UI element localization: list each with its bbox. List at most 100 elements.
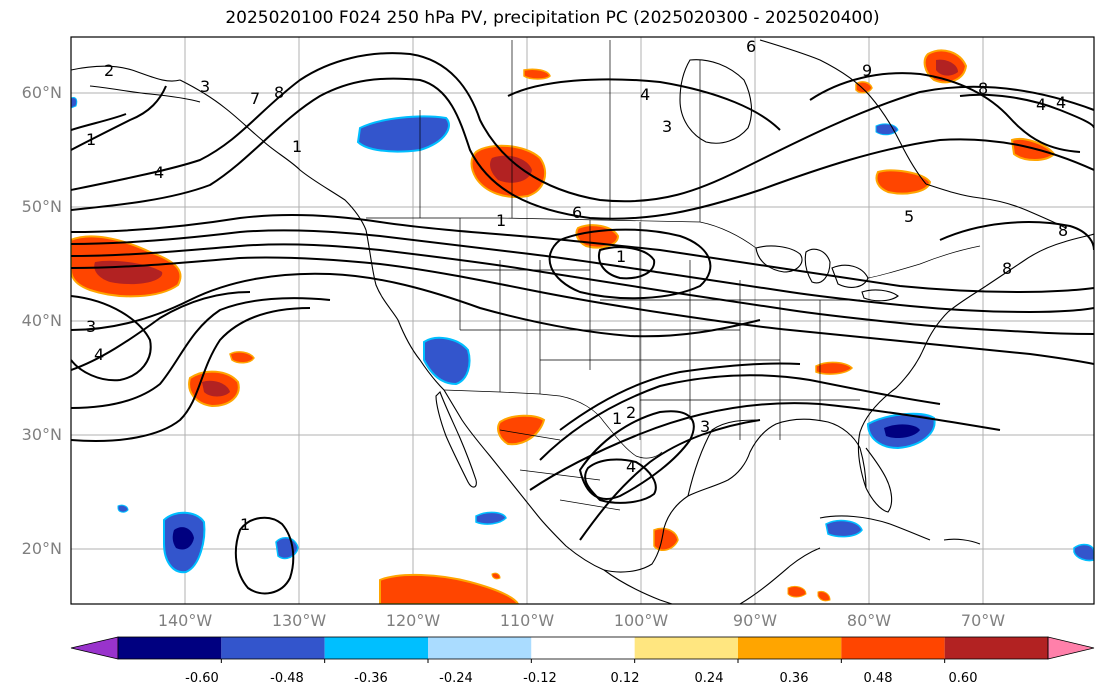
contour-label: 8 <box>1002 259 1012 278</box>
precip-positive-region <box>497 414 546 446</box>
contour-label: 4 <box>1056 93 1066 112</box>
lon-label: 80°W <box>847 611 891 630</box>
contour-label: 3 <box>700 417 710 436</box>
pv-contour <box>559 362 801 431</box>
us-canada-border <box>867 245 981 279</box>
pv-contour <box>71 307 311 443</box>
precip-positive-region <box>815 361 854 375</box>
lon-label: 70°W <box>961 611 1005 630</box>
coastline <box>739 547 821 604</box>
pv-contour <box>809 72 1081 153</box>
lon-label: 140°W <box>158 611 213 630</box>
pv-contour <box>507 78 781 131</box>
pv-contour <box>234 516 295 595</box>
contour-label: 1 <box>86 130 96 149</box>
coastline <box>71 65 181 82</box>
precip-negative-region <box>71 97 78 109</box>
contour-label: 9 <box>862 61 872 80</box>
coastline <box>603 569 673 604</box>
coastline <box>603 418 867 573</box>
pv-contour <box>71 229 1094 314</box>
coastline <box>365 229 605 571</box>
precip-negative-core <box>172 527 194 550</box>
pv-contour <box>71 243 1094 335</box>
pv-contour <box>598 246 656 280</box>
contour-label: 8 <box>978 79 988 98</box>
precip-negative-region <box>423 336 471 386</box>
lat-label: 40°N <box>22 311 62 330</box>
coastline <box>985 233 1094 287</box>
precip-negative-region <box>875 123 899 136</box>
pv-contour <box>71 291 251 371</box>
pv-contour <box>71 52 1094 203</box>
contour-label: 4 <box>94 345 104 364</box>
coastline <box>865 447 893 513</box>
pv-contour <box>71 256 1094 365</box>
lat-label: 20°N <box>22 539 62 558</box>
contour-label: 3 <box>662 117 672 136</box>
precip-positive-region <box>523 68 551 80</box>
coastline <box>679 59 753 144</box>
contour-label: 8 <box>1058 221 1068 240</box>
contour-label: 5 <box>904 207 914 226</box>
coastline <box>435 391 477 488</box>
pv-contour <box>548 228 712 300</box>
coastline <box>925 183 1067 229</box>
precip-positive-core <box>202 380 230 397</box>
lon-label: 90°W <box>733 611 777 630</box>
coastline <box>819 515 931 541</box>
us-canada-border <box>366 217 757 249</box>
contour-label: 8 <box>274 83 284 102</box>
precip-positive-region <box>855 81 873 94</box>
pv-contour <box>529 402 1001 491</box>
contour-label: 6 <box>746 37 756 56</box>
contour-label: 1 <box>496 211 506 230</box>
precip-positive-region <box>229 351 255 364</box>
lon-label: 100°W <box>614 611 669 630</box>
contour-label: 6 <box>572 203 582 222</box>
contour-label: 4 <box>1036 95 1046 114</box>
precip-positive-region <box>787 585 807 598</box>
pv-contour <box>71 214 1094 294</box>
pv-contour <box>71 77 1094 220</box>
latitude-labels: 60°N 50°N 40°N 30°N 20°N <box>22 83 62 558</box>
contour-label: 4 <box>640 85 650 104</box>
lake <box>804 248 831 284</box>
pv-contour <box>71 85 167 151</box>
pv-contour <box>71 272 761 338</box>
contour-label: 3 <box>200 77 210 96</box>
contour-label: 1 <box>616 247 626 266</box>
contour-label: 2 <box>626 403 636 422</box>
pv-contour <box>959 93 1094 129</box>
map-frame <box>70 36 1095 605</box>
lake <box>755 245 803 273</box>
coastline <box>943 538 981 545</box>
lat-label: 50°N <box>22 197 62 216</box>
coastline <box>759 39 927 185</box>
contour-label: 1 <box>292 137 302 156</box>
lon-label: 130°W <box>272 611 327 630</box>
pv-contour <box>71 113 127 131</box>
longitude-labels: 140°W 130°W 120°W 110°W 100°W 90°W 80°W … <box>158 611 1005 630</box>
lat-label: 30°N <box>22 425 62 444</box>
precip-negative-region <box>117 504 129 513</box>
precip-negative-core <box>884 424 920 438</box>
canada-provinces <box>419 40 701 222</box>
mexico-states <box>499 429 621 511</box>
contour-label: 1 <box>240 515 250 534</box>
lake <box>861 289 899 302</box>
lon-label: 120°W <box>386 611 441 630</box>
precip-negative-region <box>475 511 507 525</box>
contour-label: 4 <box>154 163 164 182</box>
coastline <box>179 79 367 231</box>
precip-positive-region <box>491 572 501 580</box>
precip-positive-region <box>379 573 520 604</box>
lake <box>831 264 869 288</box>
precip-negative-region <box>825 519 863 538</box>
pv-contour <box>71 295 152 382</box>
contour-label: 2 <box>104 61 114 80</box>
pv-contour <box>584 458 657 504</box>
pv-contour <box>939 221 1094 251</box>
precip-positive-region <box>875 169 932 195</box>
